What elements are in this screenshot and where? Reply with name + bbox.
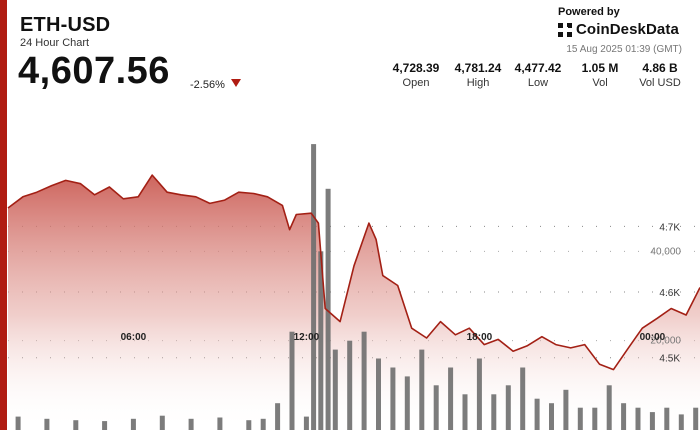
volume-bar bbox=[476, 358, 482, 430]
stat-label: Vol USD bbox=[639, 77, 681, 89]
volume-bar bbox=[404, 376, 410, 430]
volume-bar bbox=[303, 416, 309, 430]
volume-bar bbox=[159, 415, 165, 430]
volume-bar bbox=[635, 407, 641, 430]
stat-volume-usd: 4.86 B Vol USD bbox=[630, 61, 690, 89]
chart-period-label: 24 Hour Chart bbox=[20, 37, 90, 49]
volume-bar bbox=[577, 407, 583, 430]
volume-tick-label: 40,000 bbox=[650, 246, 681, 257]
volume-bar bbox=[462, 394, 468, 430]
volume-bar bbox=[246, 420, 252, 430]
time-tick-label: 06:00 bbox=[121, 332, 147, 343]
chart-axes: 4.5K 4.6K 4.7K 20,000 40,000 06:00 12:00 18:00 0… bbox=[121, 222, 682, 364]
brand-name: CoinDeskData bbox=[576, 21, 679, 38]
volume-bar bbox=[621, 403, 627, 430]
volume-bar bbox=[491, 394, 497, 430]
stat-value: 4,728.39 bbox=[392, 61, 440, 75]
volume-bar bbox=[15, 416, 21, 430]
volume-bar bbox=[505, 385, 511, 430]
volume-bar bbox=[376, 358, 381, 430]
volume-bar bbox=[217, 417, 223, 430]
volume-bar bbox=[664, 407, 670, 430]
volume-bar bbox=[520, 367, 526, 430]
volume-bar bbox=[534, 398, 540, 430]
price-tick-label: 4.5K bbox=[659, 354, 680, 365]
stat-low: 4,477.42 Low bbox=[508, 61, 568, 89]
volume-bar bbox=[130, 418, 136, 430]
volume-bar bbox=[649, 412, 655, 430]
time-tick-label: 00:00 bbox=[640, 332, 666, 343]
brand-logo[interactable]: CoinDeskData bbox=[558, 21, 679, 38]
price-change-percent: -2.56% bbox=[190, 79, 225, 91]
current-price: 4,607.56 bbox=[18, 50, 170, 92]
down-arrow-icon bbox=[231, 79, 241, 87]
stat-value: 4,477.42 bbox=[514, 61, 562, 75]
volume-bar bbox=[44, 418, 50, 430]
stat-label: Vol bbox=[592, 77, 608, 89]
stat-label: Low bbox=[527, 77, 549, 89]
volume-bar bbox=[433, 385, 439, 430]
price-tick-label: 4.6K bbox=[659, 288, 680, 299]
accent-bar bbox=[0, 0, 7, 430]
stat-label: High bbox=[466, 77, 490, 89]
volume-bar bbox=[311, 144, 317, 430]
volume-bar bbox=[448, 367, 454, 430]
price-line bbox=[7, 174, 700, 371]
volume-bar bbox=[102, 421, 108, 430]
volume-bar bbox=[390, 367, 396, 430]
volume-bar bbox=[325, 188, 331, 430]
volume-bars bbox=[15, 144, 699, 430]
powered-by-label: Powered by bbox=[558, 6, 620, 18]
volume-bar bbox=[563, 389, 569, 430]
time-tick-label: 18:00 bbox=[467, 332, 493, 343]
volume-bar bbox=[73, 420, 79, 430]
volume-bar bbox=[289, 331, 295, 430]
volume-bar bbox=[332, 349, 338, 430]
stat-volume: 1.05 M Vol bbox=[570, 61, 630, 89]
volume-bar bbox=[318, 251, 324, 430]
price-area bbox=[8, 175, 700, 430]
time-tick-label: 12:00 bbox=[294, 332, 320, 343]
volume-bar bbox=[188, 418, 194, 430]
volume-bar bbox=[361, 331, 367, 430]
stat-open: 4,728.39 Open bbox=[386, 61, 446, 89]
stat-label: Open bbox=[402, 77, 430, 89]
volume-bar bbox=[347, 340, 353, 430]
volume-bar bbox=[606, 385, 612, 430]
volume-tick-label: 20,000 bbox=[650, 336, 681, 347]
price-tick-label: 4.7K bbox=[659, 222, 680, 233]
chart-timestamp: 15 Aug 2025 01:39 (GMT) bbox=[566, 44, 682, 55]
stat-high: 4,781.24 High bbox=[448, 61, 508, 89]
coindesk-logo-icon bbox=[558, 22, 572, 37]
volume-bar bbox=[260, 418, 266, 430]
volume-bar bbox=[549, 403, 554, 430]
volume-bar bbox=[693, 407, 699, 430]
volume-bar bbox=[275, 403, 281, 430]
stat-value: 4.86 B bbox=[642, 61, 678, 75]
volume-bar bbox=[592, 407, 598, 430]
asset-symbol: ETH-USD bbox=[20, 14, 111, 36]
volume-bar bbox=[419, 349, 425, 430]
stat-value: 1.05 M bbox=[581, 61, 619, 75]
volume-bar bbox=[678, 414, 684, 430]
stat-value: 4,781.24 bbox=[454, 61, 502, 75]
